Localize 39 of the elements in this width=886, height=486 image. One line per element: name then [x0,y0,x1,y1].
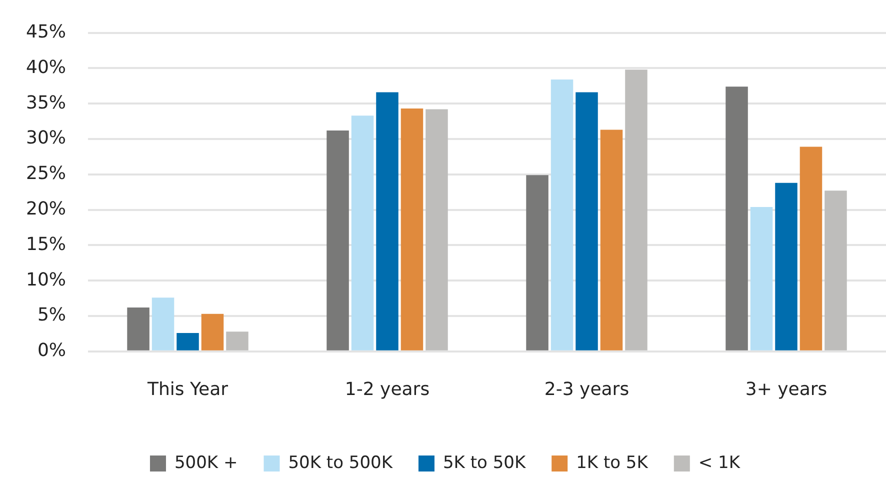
y-tick-label: 0% [37,340,66,362]
bar [326,130,349,350]
bar [800,146,822,350]
y-tick-label: 20% [26,198,66,220]
bar [824,190,847,350]
y-tick-label: 10% [26,269,66,290]
y-tick-label: 5% [37,304,66,326]
bar [226,332,248,350]
x-tick-label: 1-2 years [344,378,430,400]
bar [376,92,398,350]
legend-label: < 1K [698,452,741,473]
legend-label: 5K to 50K [442,452,526,473]
x-tick-label: 2-3 years [544,378,630,400]
y-tick-label: 40% [26,56,66,78]
legend-label: 50K to 500K [288,452,394,473]
y-tick-label: 25% [26,163,66,184]
x-tick-label: This Year [146,378,229,400]
bar [176,332,199,350]
bar [400,108,424,350]
bar [201,314,224,350]
y-tick-label: 45% [26,21,66,42]
bar [351,116,374,350]
bar [152,298,174,350]
bar [426,109,448,350]
x-tick-label: 3+ years [745,378,828,400]
legend-label: 500K + [174,452,238,473]
y-tick-label: 15% [26,234,66,255]
bar [550,80,574,350]
bar [625,70,648,350]
legend-label: 1K to 5K [576,452,649,473]
bar [127,308,150,350]
bar [576,92,598,350]
y-tick-label: 35% [26,92,66,114]
bar [600,130,623,350]
bar [775,182,798,350]
bar [750,206,773,350]
bar [726,86,748,350]
bar [526,175,548,350]
y-tick-label: 30% [26,128,66,149]
